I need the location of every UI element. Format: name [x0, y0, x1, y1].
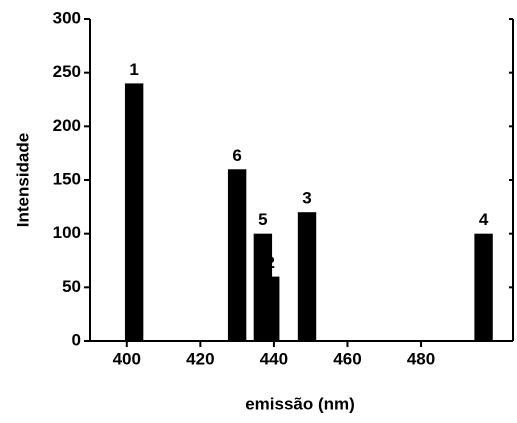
bar — [124, 83, 144, 342]
y-tick-label: 100 — [53, 223, 81, 242]
bar — [253, 233, 273, 341]
y-tick-label: 150 — [53, 169, 81, 188]
x-tick-label: 420 — [186, 349, 214, 368]
bar — [474, 233, 493, 341]
bar-label: 6 — [232, 146, 241, 165]
bar-label: 3 — [302, 189, 311, 208]
bar-label: 5 — [258, 210, 267, 229]
y-tick-label: 0 — [72, 330, 81, 349]
bar-label: 1 — [129, 60, 138, 79]
x-tick-label: 400 — [113, 349, 141, 368]
y-tick-label: 250 — [53, 62, 81, 81]
y-tick-label: 50 — [62, 277, 81, 296]
y-tick-label: 300 — [53, 8, 81, 27]
bar-label: 4 — [479, 210, 489, 229]
x-tick-label: 460 — [333, 349, 361, 368]
x-tick-label: 480 — [407, 349, 435, 368]
x-axis-title: emissão (nm) — [245, 394, 355, 413]
y-tick-label: 200 — [53, 116, 81, 135]
bar — [297, 212, 317, 341]
bar — [227, 169, 247, 341]
x-tick-label: 440 — [260, 349, 288, 368]
y-axis-title: Intensidade — [13, 133, 32, 227]
